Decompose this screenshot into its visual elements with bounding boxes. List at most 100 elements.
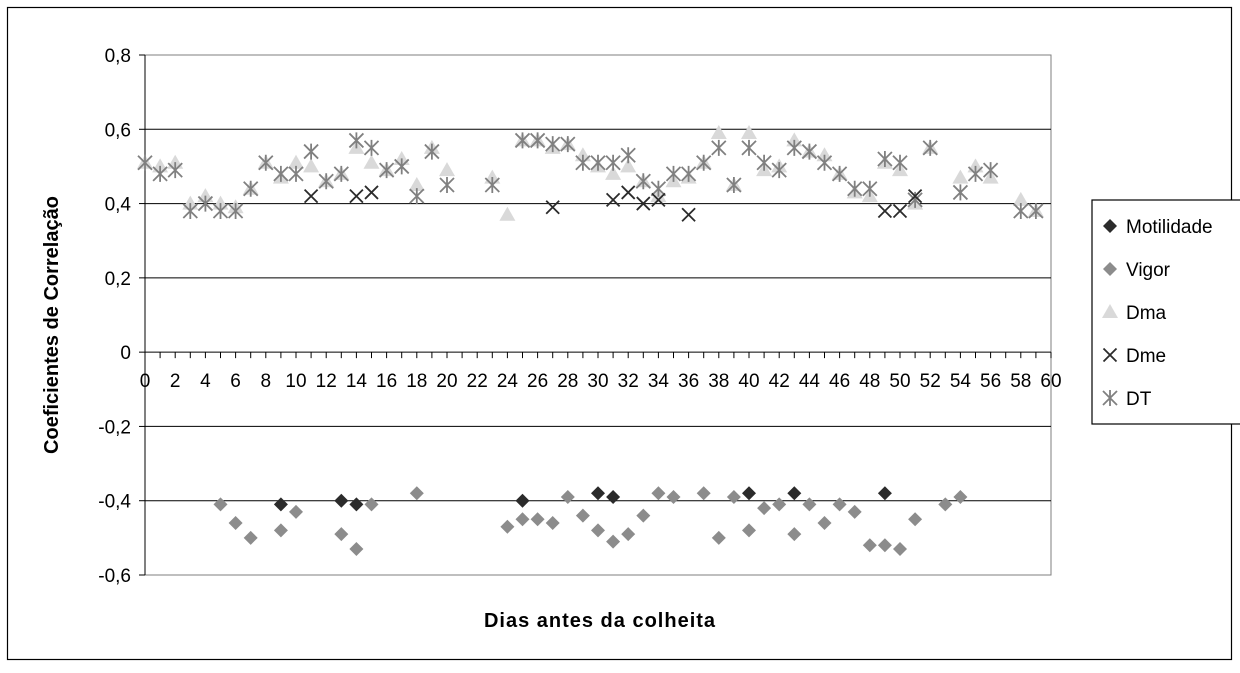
point-dt: [167, 162, 183, 179]
legend: Motilidade Vigor Dma Dme DT: [1091, 199, 1240, 425]
point-vigor: [757, 501, 772, 516]
point-vigor: [726, 490, 741, 504]
point-vigor: [364, 497, 379, 512]
point-motilidade: [334, 493, 349, 508]
legend-marker-motilidade: [1103, 219, 1117, 233]
point-dt: [816, 154, 833, 171]
x-axis: 0 2 4 6 8 10 12 14 16 18 20 22 24 26 28 30 32 34 36 38 40 42 4…: [140, 351, 1062, 392]
x-tick-label: 44: [799, 371, 821, 392]
point-motilidade: [515, 493, 530, 508]
point-vigor: [862, 538, 877, 553]
point-dt: [514, 132, 531, 149]
point-dt: [575, 154, 591, 171]
point-vigor: [560, 490, 575, 504]
y-axis-title: Coeficientes de Correlação: [41, 196, 63, 454]
x-tick-label: 12: [316, 371, 337, 392]
point-motilidade: [349, 497, 364, 512]
point-dme: [621, 185, 636, 200]
point-vigor: [742, 523, 756, 538]
point-dt: [922, 139, 938, 156]
point-vigor: [591, 523, 605, 538]
x-tick-label: 26: [527, 371, 548, 392]
point-vigor: [953, 490, 968, 504]
point-dma: [363, 154, 380, 169]
point-dt: [378, 162, 395, 179]
legend-marker-dma: [1102, 304, 1118, 318]
point-dt: [967, 165, 984, 182]
legend-label-dme: Dme: [1126, 346, 1166, 367]
x-tick-label: 56: [980, 371, 1001, 392]
x-tick-label: 34: [648, 371, 670, 392]
point-dt: [545, 136, 561, 153]
point-dme: [636, 196, 651, 211]
point-dma: [303, 158, 320, 173]
point-dme: [545, 200, 560, 215]
point-dt: [227, 203, 244, 219]
x-tick-label: 48: [859, 371, 880, 392]
x-tick-label: 20: [436, 371, 457, 392]
legend-label-vigor: Vigor: [1126, 260, 1171, 281]
point-motilidade: [273, 497, 288, 512]
point-dt: [182, 203, 198, 219]
legend-marker-dme: [1102, 347, 1118, 363]
point-dt: [635, 173, 651, 190]
point-vigor: [711, 530, 726, 545]
point-dme: [877, 203, 893, 219]
point-vigor: [636, 508, 651, 523]
point-vigor: [273, 523, 288, 538]
point-dma: [499, 206, 516, 221]
x-tick-label: 10: [285, 371, 306, 392]
y-tick-label: 0: [120, 343, 131, 364]
point-dma: [1012, 191, 1029, 206]
point-dt: [590, 154, 606, 171]
point-dt: [726, 177, 742, 193]
legend-label-dma: Dma: [1126, 303, 1167, 324]
x-tick-label: 24: [497, 371, 519, 392]
point-dme: [303, 189, 319, 204]
point-dma: [710, 125, 727, 139]
point-dme: [892, 203, 908, 219]
point-dt: [348, 132, 365, 149]
point-dt: [696, 154, 712, 171]
legend-marker-dt: [1102, 390, 1118, 406]
point-dt: [680, 165, 697, 182]
point-dt: [243, 180, 259, 197]
x-tick-label: 36: [678, 371, 699, 392]
point-vigor: [606, 534, 621, 549]
point-dt: [862, 180, 878, 197]
point-dt: [318, 173, 334, 190]
x-tick-label: 28: [557, 371, 578, 392]
x-tick-label: 42: [769, 371, 790, 392]
y-tick-label: 0,4: [105, 195, 132, 216]
x-tick-label: 58: [1010, 371, 1031, 392]
point-dt: [258, 154, 274, 171]
point-vigor: [349, 542, 364, 556]
x-tick-label: 40: [738, 371, 759, 392]
point-dt: [439, 177, 455, 193]
point-dt: [952, 184, 969, 201]
point-dme: [907, 189, 923, 204]
point-dt: [892, 154, 908, 171]
point-vigor: [530, 512, 545, 527]
point-dt: [741, 139, 757, 156]
point-dt: [907, 191, 923, 208]
point-dt: [212, 203, 229, 219]
point-vigor: [893, 542, 907, 556]
point-dt: [424, 143, 440, 160]
point-motilidade: [591, 486, 605, 501]
point-dt: [665, 165, 682, 182]
y-tick-label: -0,2: [98, 417, 131, 438]
legend-label-dt: DT: [1126, 389, 1152, 410]
point-dt: [650, 180, 667, 197]
point-vigor: [847, 504, 862, 519]
x-tick-label: 18: [406, 371, 427, 392]
x-tick-label: 4: [200, 371, 211, 392]
point-dt: [711, 139, 727, 156]
x-axis-title: Dias antes da colheita: [484, 610, 716, 632]
x-tick-label: 22: [467, 371, 488, 392]
point-vigor: [334, 527, 349, 542]
x-tick-label: 8: [261, 371, 272, 392]
point-dme: [681, 207, 696, 222]
x-tick-label: 16: [376, 371, 397, 392]
point-dt: [786, 139, 802, 156]
